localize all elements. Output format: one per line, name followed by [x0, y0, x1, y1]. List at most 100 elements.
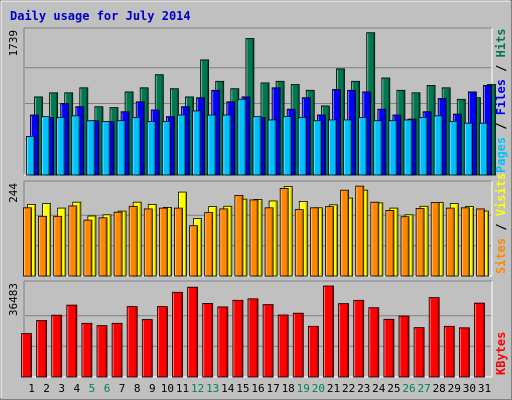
- panel-kbytes: 36483 KBytes: [7, 280, 508, 378]
- bar-kbytes-day-19: [292, 312, 304, 378]
- bar-pages-day-22: [343, 119, 353, 176]
- legend-separator: /: [494, 115, 508, 137]
- bar-kbytes-day-29: [443, 325, 455, 378]
- bar-sites-day-8: [128, 205, 138, 277]
- bar-rect: [204, 212, 214, 277]
- bar-rect: [433, 115, 443, 176]
- bar-rect: [476, 208, 485, 277]
- bar-sites-day-3: [53, 215, 63, 277]
- bar-rect: [68, 205, 78, 277]
- bar-rect: [156, 306, 168, 378]
- bar-rect: [312, 120, 322, 176]
- bar-rect: [161, 121, 171, 176]
- bar-sites-day-27: [415, 208, 425, 277]
- bar-kbytes-day-24: [368, 307, 380, 378]
- bar-sites-day-10: [158, 207, 168, 277]
- day-label: 18: [282, 382, 295, 395]
- bar-rect: [262, 304, 274, 378]
- bar-kbytes-day-2: [36, 320, 47, 378]
- bar-rect: [277, 314, 289, 378]
- bar-rect: [325, 206, 334, 277]
- bar-rect: [146, 121, 156, 176]
- bar-kbytes-day-6: [96, 325, 108, 378]
- bar-rect: [294, 209, 304, 277]
- bar-rect: [328, 119, 337, 176]
- bar-rect: [340, 189, 350, 277]
- bar-sites-day-31: [476, 208, 485, 277]
- bar-pages-day-20: [312, 120, 322, 176]
- bar-rect: [51, 314, 63, 378]
- bar-pages-day-19: [297, 117, 307, 176]
- bar-rect: [463, 122, 473, 176]
- legend-visits-sites: Sites / Visits: [494, 173, 508, 274]
- legend-item-sites: Sites: [494, 238, 508, 274]
- day-label: 26: [402, 382, 415, 395]
- bar-pages-day-21: [328, 119, 337, 176]
- bar-rect: [116, 120, 126, 176]
- day-label: 24: [372, 382, 386, 395]
- bar-rect: [126, 306, 138, 378]
- legend-item-files: Files: [494, 79, 508, 115]
- bar-rect: [370, 201, 380, 277]
- bar-rect: [418, 117, 428, 176]
- bar-pages-day-18: [282, 116, 292, 176]
- bar-rect: [400, 216, 410, 277]
- bar-pages-day-3: [56, 117, 66, 176]
- bar-pages-day-15: [237, 98, 247, 176]
- day-label: 23: [357, 382, 370, 395]
- bar-kbytes-day-13: [202, 302, 214, 378]
- bar-pages-day-7: [116, 120, 126, 176]
- bar-kbytes-day-3: [51, 314, 63, 378]
- bar-kbytes-day-22: [338, 303, 350, 378]
- bar-sites-day-28: [430, 202, 440, 277]
- bar-rect: [388, 120, 398, 176]
- bar-rect: [189, 225, 199, 277]
- bar-rect: [479, 122, 488, 176]
- bar-rect: [207, 114, 217, 176]
- day-label: 19: [297, 382, 310, 395]
- day-label: 31: [478, 382, 491, 395]
- day-label: 10: [161, 382, 174, 395]
- bar-sites-day-30: [460, 207, 470, 277]
- bar-pages-day-4: [71, 115, 81, 176]
- bar-rect: [131, 117, 141, 176]
- bar-rect: [26, 135, 35, 176]
- bar-rect: [358, 117, 368, 176]
- bar-sites-day-26: [400, 216, 410, 277]
- bar-kbytes-day-31: [474, 302, 485, 378]
- bar-rect: [111, 322, 123, 378]
- bar-pages-day-2: [41, 116, 50, 176]
- bar-rect: [177, 114, 186, 176]
- chart-title: Daily usage for July 2014: [10, 9, 191, 23]
- day-label: 20: [312, 382, 325, 395]
- bar-rect: [53, 215, 63, 277]
- bar-rect: [474, 302, 485, 378]
- bar-rect: [158, 207, 168, 277]
- bar-rect: [113, 211, 123, 277]
- bar-sites-day-15: [234, 194, 244, 277]
- legend-item-pages: Pages: [494, 137, 508, 173]
- legend-item-hits: Hits: [494, 28, 508, 57]
- bar-sites-day-22: [340, 189, 350, 277]
- bar-sites-day-9: [143, 208, 153, 277]
- bar-pages-day-24: [373, 120, 383, 176]
- bar-sites-day-5: [83, 219, 93, 277]
- bar-sites-day-17: [264, 207, 274, 277]
- bar-sites-day-1: [23, 207, 32, 277]
- bar-rect: [83, 219, 93, 277]
- bar-pages-day-5: [86, 120, 96, 176]
- bar-kbytes-day-26: [398, 315, 410, 378]
- day-label: 25: [387, 382, 400, 395]
- bar-rect: [101, 121, 111, 176]
- bar-sites-day-14: [219, 208, 229, 277]
- bar-rect: [460, 207, 470, 277]
- bar-kbytes-day-5: [81, 322, 93, 378]
- day-label: 22: [342, 382, 355, 395]
- bar-pages-day-6: [101, 121, 111, 176]
- bar-rect: [219, 208, 229, 277]
- bar-rect: [323, 285, 334, 378]
- bar-rect: [385, 209, 395, 277]
- bar-kbytes-day-10: [156, 306, 168, 378]
- bar-rect: [458, 327, 470, 378]
- bar-rect: [222, 114, 232, 176]
